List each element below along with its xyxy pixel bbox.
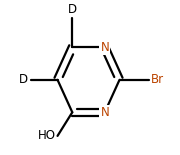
- Text: D: D: [19, 73, 28, 86]
- Text: D: D: [68, 3, 77, 16]
- Text: N: N: [100, 106, 109, 119]
- Text: Br: Br: [150, 73, 164, 86]
- Text: HO: HO: [38, 129, 56, 142]
- Text: N: N: [100, 41, 109, 54]
